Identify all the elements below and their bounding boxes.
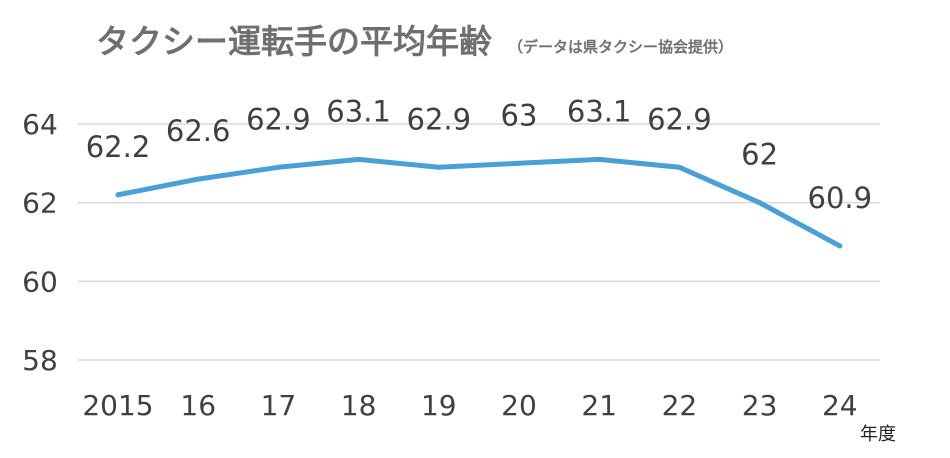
x-tick-label: 24: [822, 389, 858, 422]
data-point: [837, 243, 843, 249]
y-tick-label: 64: [22, 108, 58, 141]
x-tick-label: 19: [421, 389, 457, 422]
data-point: [596, 156, 602, 162]
data-label: 62.2: [86, 130, 151, 164]
y-tick-label: 62: [22, 187, 58, 220]
x-tick-label: 16: [180, 389, 216, 422]
data-label: 60.9: [808, 181, 873, 215]
data-label: 62: [741, 138, 778, 172]
series-line: [115, 156, 843, 249]
y-axis-ticks: 58 60 62 64: [22, 108, 58, 377]
x-tick-label: 18: [341, 389, 377, 422]
y-tick-label: 60: [22, 265, 58, 298]
data-point: [757, 200, 763, 206]
gridlines: [78, 123, 880, 361]
data-label: 62.6: [166, 114, 231, 148]
y-tick-label: 58: [22, 344, 58, 377]
series-lines: [115, 156, 843, 249]
data-point: [115, 192, 121, 198]
data-point: [436, 164, 442, 170]
data-label: 63.1: [326, 94, 391, 128]
x-tick-label: 2015: [82, 389, 153, 422]
x-tick-label: 23: [742, 389, 778, 422]
chart-title: タクシー運転手の平均年齢 （データは県タクシー協会提供）: [96, 22, 733, 61]
x-axis-ticks: 2015 16 17 18 19 20 21 22 23 24: [82, 389, 857, 422]
data-labels: 62.2 62.6 62.9 63.1 62.9 63 63.1 62.9 62 60.9: [86, 94, 872, 215]
data-label: 63.1: [567, 94, 632, 128]
chart-title-text: タクシー運転手の平均年齢: [96, 22, 492, 61]
data-point: [676, 164, 682, 170]
x-tick-label: 17: [261, 389, 297, 422]
data-point: [516, 160, 522, 166]
data-point: [356, 156, 362, 162]
x-axis-unit: 年度: [860, 424, 896, 445]
data-label: 62.9: [407, 102, 472, 136]
x-tick-label: 22: [662, 389, 698, 422]
data-point: [195, 176, 201, 182]
x-tick-label: 21: [581, 389, 617, 422]
data-point: [275, 164, 281, 170]
data-label: 62.9: [246, 102, 311, 136]
data-label: 62.9: [647, 102, 712, 136]
chart-subtitle-text: （データは県タクシー協会提供）: [508, 38, 733, 56]
x-tick-label: 20: [501, 389, 537, 422]
data-label: 63: [501, 98, 538, 132]
